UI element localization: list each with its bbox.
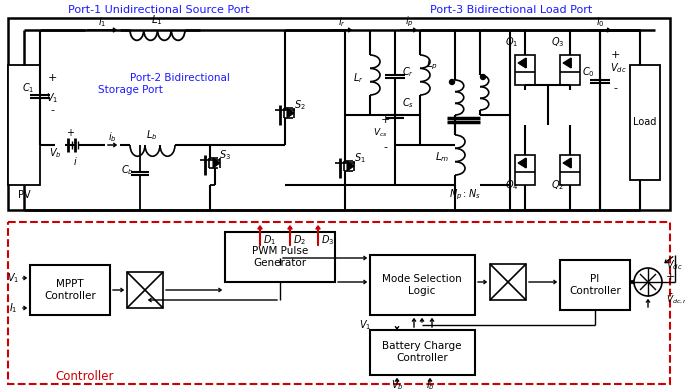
Bar [630, 65, 660, 180]
Text: $L_1$: $L_1$ [151, 13, 163, 27]
Text: $D_1$: $D_1$ [264, 233, 277, 247]
Text: PI
Controller: PI Controller [569, 274, 621, 296]
Bar [560, 260, 630, 310]
Text: MPPT
Controller: MPPT Controller [44, 279, 96, 301]
Text: PV: PV [18, 190, 30, 200]
Bar [8, 18, 670, 210]
Text: $D_2$: $D_2$ [293, 233, 306, 247]
Text: $C_1$: $C_1$ [22, 81, 34, 95]
Text: $C_s$: $C_s$ [402, 96, 414, 110]
Text: Battery Charge
Controller: Battery Charge Controller [382, 341, 462, 363]
Text: $Q_4$: $Q_4$ [505, 178, 519, 192]
Text: $L_r$: $L_r$ [353, 71, 363, 85]
Text: $D_3$: $D_3$ [321, 233, 335, 247]
Circle shape [480, 74, 486, 80]
Text: $C_b$: $C_b$ [121, 163, 134, 177]
Text: +: + [610, 50, 620, 60]
Text: PWM Pulse
Generator: PWM Pulse Generator [252, 246, 308, 268]
Text: $N_p : N_s$: $N_p : N_s$ [449, 188, 481, 202]
Bar [370, 255, 475, 315]
Text: $i_b$: $i_b$ [108, 130, 116, 144]
Text: Controller: Controller [55, 370, 114, 383]
Text: $C_r$: $C_r$ [402, 65, 414, 79]
Text: $Q_2$: $Q_2$ [551, 178, 564, 192]
Bar [127, 272, 163, 308]
Text: $V_1$: $V_1$ [7, 271, 19, 285]
Text: +: + [47, 73, 57, 83]
Text: $V_b$: $V_b$ [390, 378, 403, 392]
Text: $I_b$: $I_b$ [425, 378, 434, 392]
Bar [515, 155, 535, 185]
Text: $S_1$: $S_1$ [354, 151, 366, 165]
Polygon shape [213, 158, 220, 168]
Bar [30, 265, 110, 315]
Text: $S_3$: $S_3$ [219, 148, 231, 162]
Text: $C_0$: $C_0$ [582, 65, 595, 79]
Text: $V_1$: $V_1$ [46, 91, 58, 105]
Text: Storage Port: Storage Port [97, 85, 162, 95]
Text: Load: Load [634, 117, 657, 127]
Text: $i_r$: $i_r$ [338, 15, 346, 29]
Text: $I_1$: $I_1$ [9, 301, 17, 315]
Bar [8, 65, 40, 185]
Text: $V_{dc,ref}$: $V_{dc,ref}$ [666, 294, 685, 306]
Bar [560, 55, 580, 85]
Text: Mode Selection
Logic: Mode Selection Logic [382, 274, 462, 296]
Text: -: - [668, 288, 672, 298]
Text: Port-1 Unidirectional Source Port: Port-1 Unidirectional Source Port [68, 5, 249, 15]
Text: $S_2$: $S_2$ [294, 98, 306, 112]
Polygon shape [347, 161, 354, 171]
Bar [560, 155, 580, 185]
Text: Port-3 Bidirectional Load Port: Port-3 Bidirectional Load Port [430, 5, 593, 15]
Polygon shape [563, 58, 571, 68]
Polygon shape [518, 158, 526, 168]
Bar [515, 55, 535, 85]
Text: -: - [613, 83, 617, 93]
Text: $L_b$: $L_b$ [147, 128, 158, 142]
Bar [8, 222, 670, 384]
Bar [490, 264, 526, 300]
Text: $Q_3$: $Q_3$ [551, 35, 564, 49]
Text: Port-2 Bidirectional: Port-2 Bidirectional [130, 73, 230, 83]
Text: $L_m$: $L_m$ [435, 150, 449, 164]
Text: +: + [665, 272, 675, 282]
Text: $Q_1$: $Q_1$ [506, 35, 519, 49]
Polygon shape [563, 158, 571, 168]
Text: +: + [66, 128, 74, 138]
Bar [225, 232, 335, 282]
Text: $V_1$: $V_1$ [359, 318, 371, 332]
Circle shape [449, 80, 455, 85]
Text: i: i [73, 157, 76, 167]
Text: $V_b$: $V_b$ [49, 146, 62, 160]
Polygon shape [518, 58, 526, 68]
Text: $V_{cs}$: $V_{cs}$ [373, 127, 388, 139]
Text: $L_p$: $L_p$ [426, 58, 438, 72]
Text: -: - [50, 105, 54, 115]
Polygon shape [287, 108, 294, 118]
Text: $i_p$: $i_p$ [405, 15, 413, 29]
Bar [370, 330, 475, 375]
Text: $i_1$: $i_1$ [98, 15, 106, 29]
Text: -: - [383, 142, 387, 152]
Text: $V_{dc}$: $V_{dc}$ [610, 61, 626, 75]
Text: +: + [380, 115, 390, 125]
Text: $V_{dc}$: $V_{dc}$ [666, 258, 683, 272]
Text: $i_0$: $i_0$ [596, 15, 604, 29]
